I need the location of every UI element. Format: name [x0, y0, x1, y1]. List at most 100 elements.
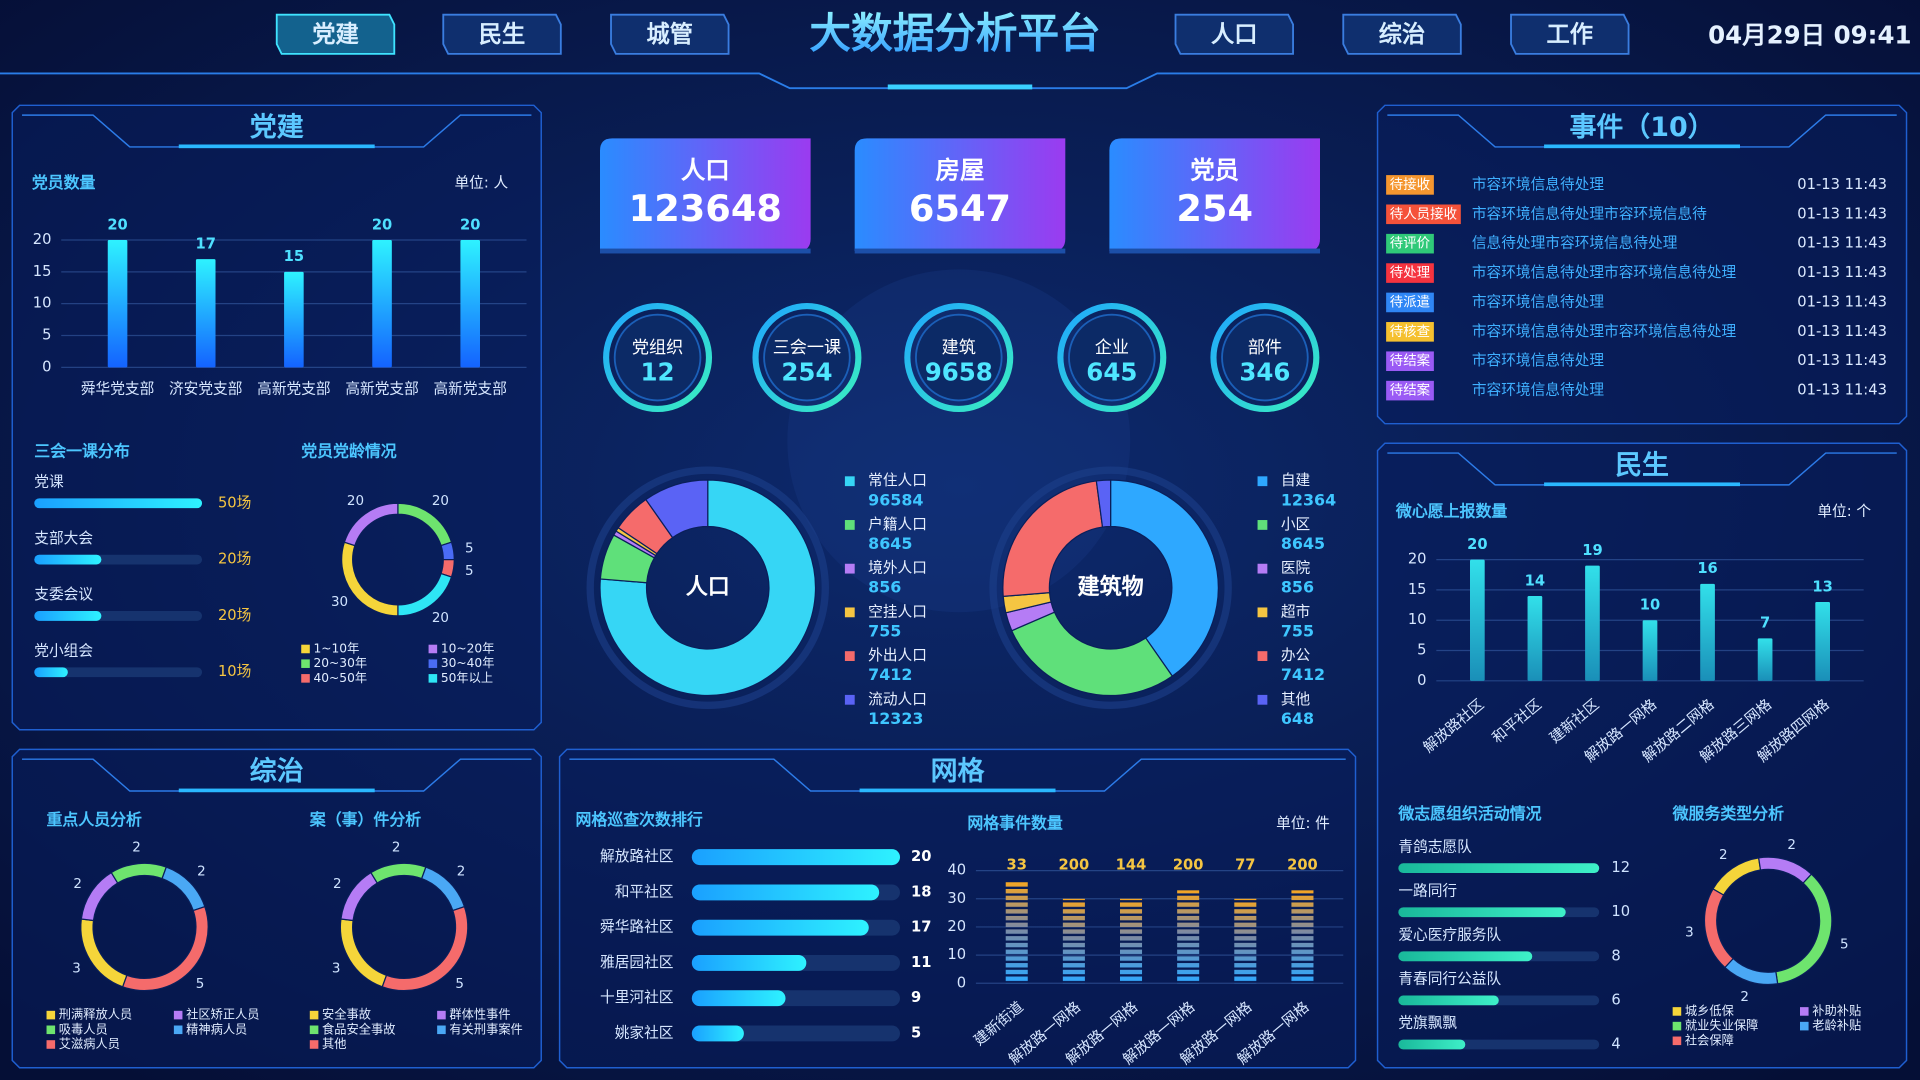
nav-label: 民生 [479, 21, 526, 48]
bar [1005, 881, 1028, 984]
legend-swatch [1257, 520, 1268, 530]
donut-segment [1110, 479, 1219, 677]
legend-value: 856 [868, 578, 901, 597]
category-label: 支部大会 [34, 530, 93, 547]
bar [1398, 907, 1566, 918]
ring-outer [603, 303, 713, 413]
unit-label: 单位: 个 [1817, 503, 1871, 520]
category-label: 党小组会 [34, 642, 93, 659]
panel-frame [558, 748, 1357, 1069]
value-label: 11 [911, 954, 931, 971]
ring-inner [915, 313, 1003, 402]
legend-swatch [428, 644, 438, 654]
datetime: 04月29日 09:41 [1708, 21, 1911, 50]
value-label: 19 [1582, 542, 1602, 559]
bar [1527, 595, 1543, 681]
nav-button[interactable] [610, 13, 730, 55]
status-badge [1386, 175, 1434, 195]
stat-card [854, 138, 1066, 252]
value-label: 10场 [218, 663, 251, 680]
category-label: 青鸽志愿队 [1398, 838, 1472, 855]
legend-label: 常住人口 [868, 472, 927, 489]
bar [691, 884, 880, 901]
legend-value: 856 [1281, 578, 1314, 597]
legend-swatch [309, 1010, 319, 1020]
x-tick-label: 舜华党支部 [81, 380, 154, 397]
legend-label: 补助补贴 [1812, 1004, 1861, 1018]
ring-value: 645 [1086, 357, 1137, 386]
status-badge [1386, 204, 1461, 225]
donut-segment [121, 905, 209, 992]
panel-title: 民生 [1615, 450, 1669, 481]
nav-button[interactable] [1510, 13, 1630, 55]
value-label: 5 [911, 1024, 921, 1041]
status-badge [1386, 380, 1434, 401]
annotation: 77 [1235, 857, 1255, 874]
bar-track [34, 667, 203, 678]
nav-button[interactable] [1174, 13, 1294, 55]
value-label: 9 [911, 989, 921, 1006]
legend-swatch [301, 644, 310, 654]
value-label: 20 [347, 494, 364, 509]
stat-card [600, 138, 811, 252]
legend-label: 40~50年 [313, 671, 367, 685]
ring-outer [904, 303, 1014, 413]
chart-title: 重点人员分析 [47, 810, 143, 829]
chart-title: 网格巡查次数排行 [576, 810, 703, 829]
bar [1585, 565, 1600, 681]
bar [1398, 995, 1499, 1006]
donut-center-label: 人口 [686, 575, 730, 600]
ring-inner [613, 313, 702, 402]
bar [691, 990, 786, 1007]
chart-title: 微志愿组织活动情况 [1397, 804, 1541, 823]
page-title: 大数据分析平台 [809, 9, 1100, 58]
legend-swatch [46, 1010, 56, 1020]
bar [1398, 863, 1600, 874]
chart-title: 微服务类型分析 [1672, 804, 1784, 823]
x-tick-label: 高新党支部 [257, 380, 330, 397]
legend-label: 安全事故 [322, 1007, 371, 1022]
bar [1291, 890, 1314, 984]
unit-label: 单位: 件 [1276, 815, 1330, 832]
legend-label: 办公 [1281, 647, 1311, 664]
annotation: 200 [1287, 857, 1318, 874]
value-label: 2 [132, 841, 141, 856]
bar [284, 271, 304, 368]
status-badge [1386, 263, 1434, 283]
bar [372, 240, 392, 368]
legend-label: 艾滋病人员 [59, 1036, 120, 1051]
event-text: 市容环境信息待处理 [1472, 351, 1605, 369]
legend-swatch [1257, 651, 1268, 661]
legend-swatch [437, 1010, 446, 1020]
category-label: 一路同行 [1398, 882, 1457, 899]
value-label: 10 [1611, 903, 1630, 920]
bar [691, 849, 900, 866]
bar [34, 498, 203, 509]
value-label: 20 [432, 611, 449, 626]
event-time: 01-13 11:43 [1797, 352, 1887, 369]
nav-button[interactable] [442, 13, 562, 55]
value-label: 13 [1812, 578, 1832, 595]
legend-label: 医院 [1281, 559, 1311, 577]
status-label: 待结案 [1390, 352, 1431, 369]
panel-title: 网格 [931, 756, 986, 787]
bar [1062, 898, 1085, 984]
bar [1398, 1039, 1466, 1050]
ring-value: 9658 [925, 357, 993, 386]
legend-label: 有关刑事案件 [449, 1021, 522, 1036]
legend-label: 小区 [1281, 516, 1310, 533]
bar [34, 667, 68, 678]
event-time: 01-13 11:43 [1797, 293, 1887, 310]
value-label: 5 [455, 977, 464, 992]
nav-button[interactable] [1342, 13, 1462, 55]
legend-value: 7412 [1281, 665, 1325, 684]
bar [1234, 898, 1257, 984]
nav-button[interactable] [275, 13, 396, 55]
legend-label: 社区矫正人员 [186, 1007, 259, 1022]
value-label: 12 [1611, 859, 1630, 876]
category-label: 青春同行公益队 [1398, 971, 1501, 988]
value-label: 2 [1719, 848, 1728, 863]
donut-segment [440, 541, 455, 561]
bar [1815, 602, 1830, 681]
bar [1642, 620, 1658, 681]
